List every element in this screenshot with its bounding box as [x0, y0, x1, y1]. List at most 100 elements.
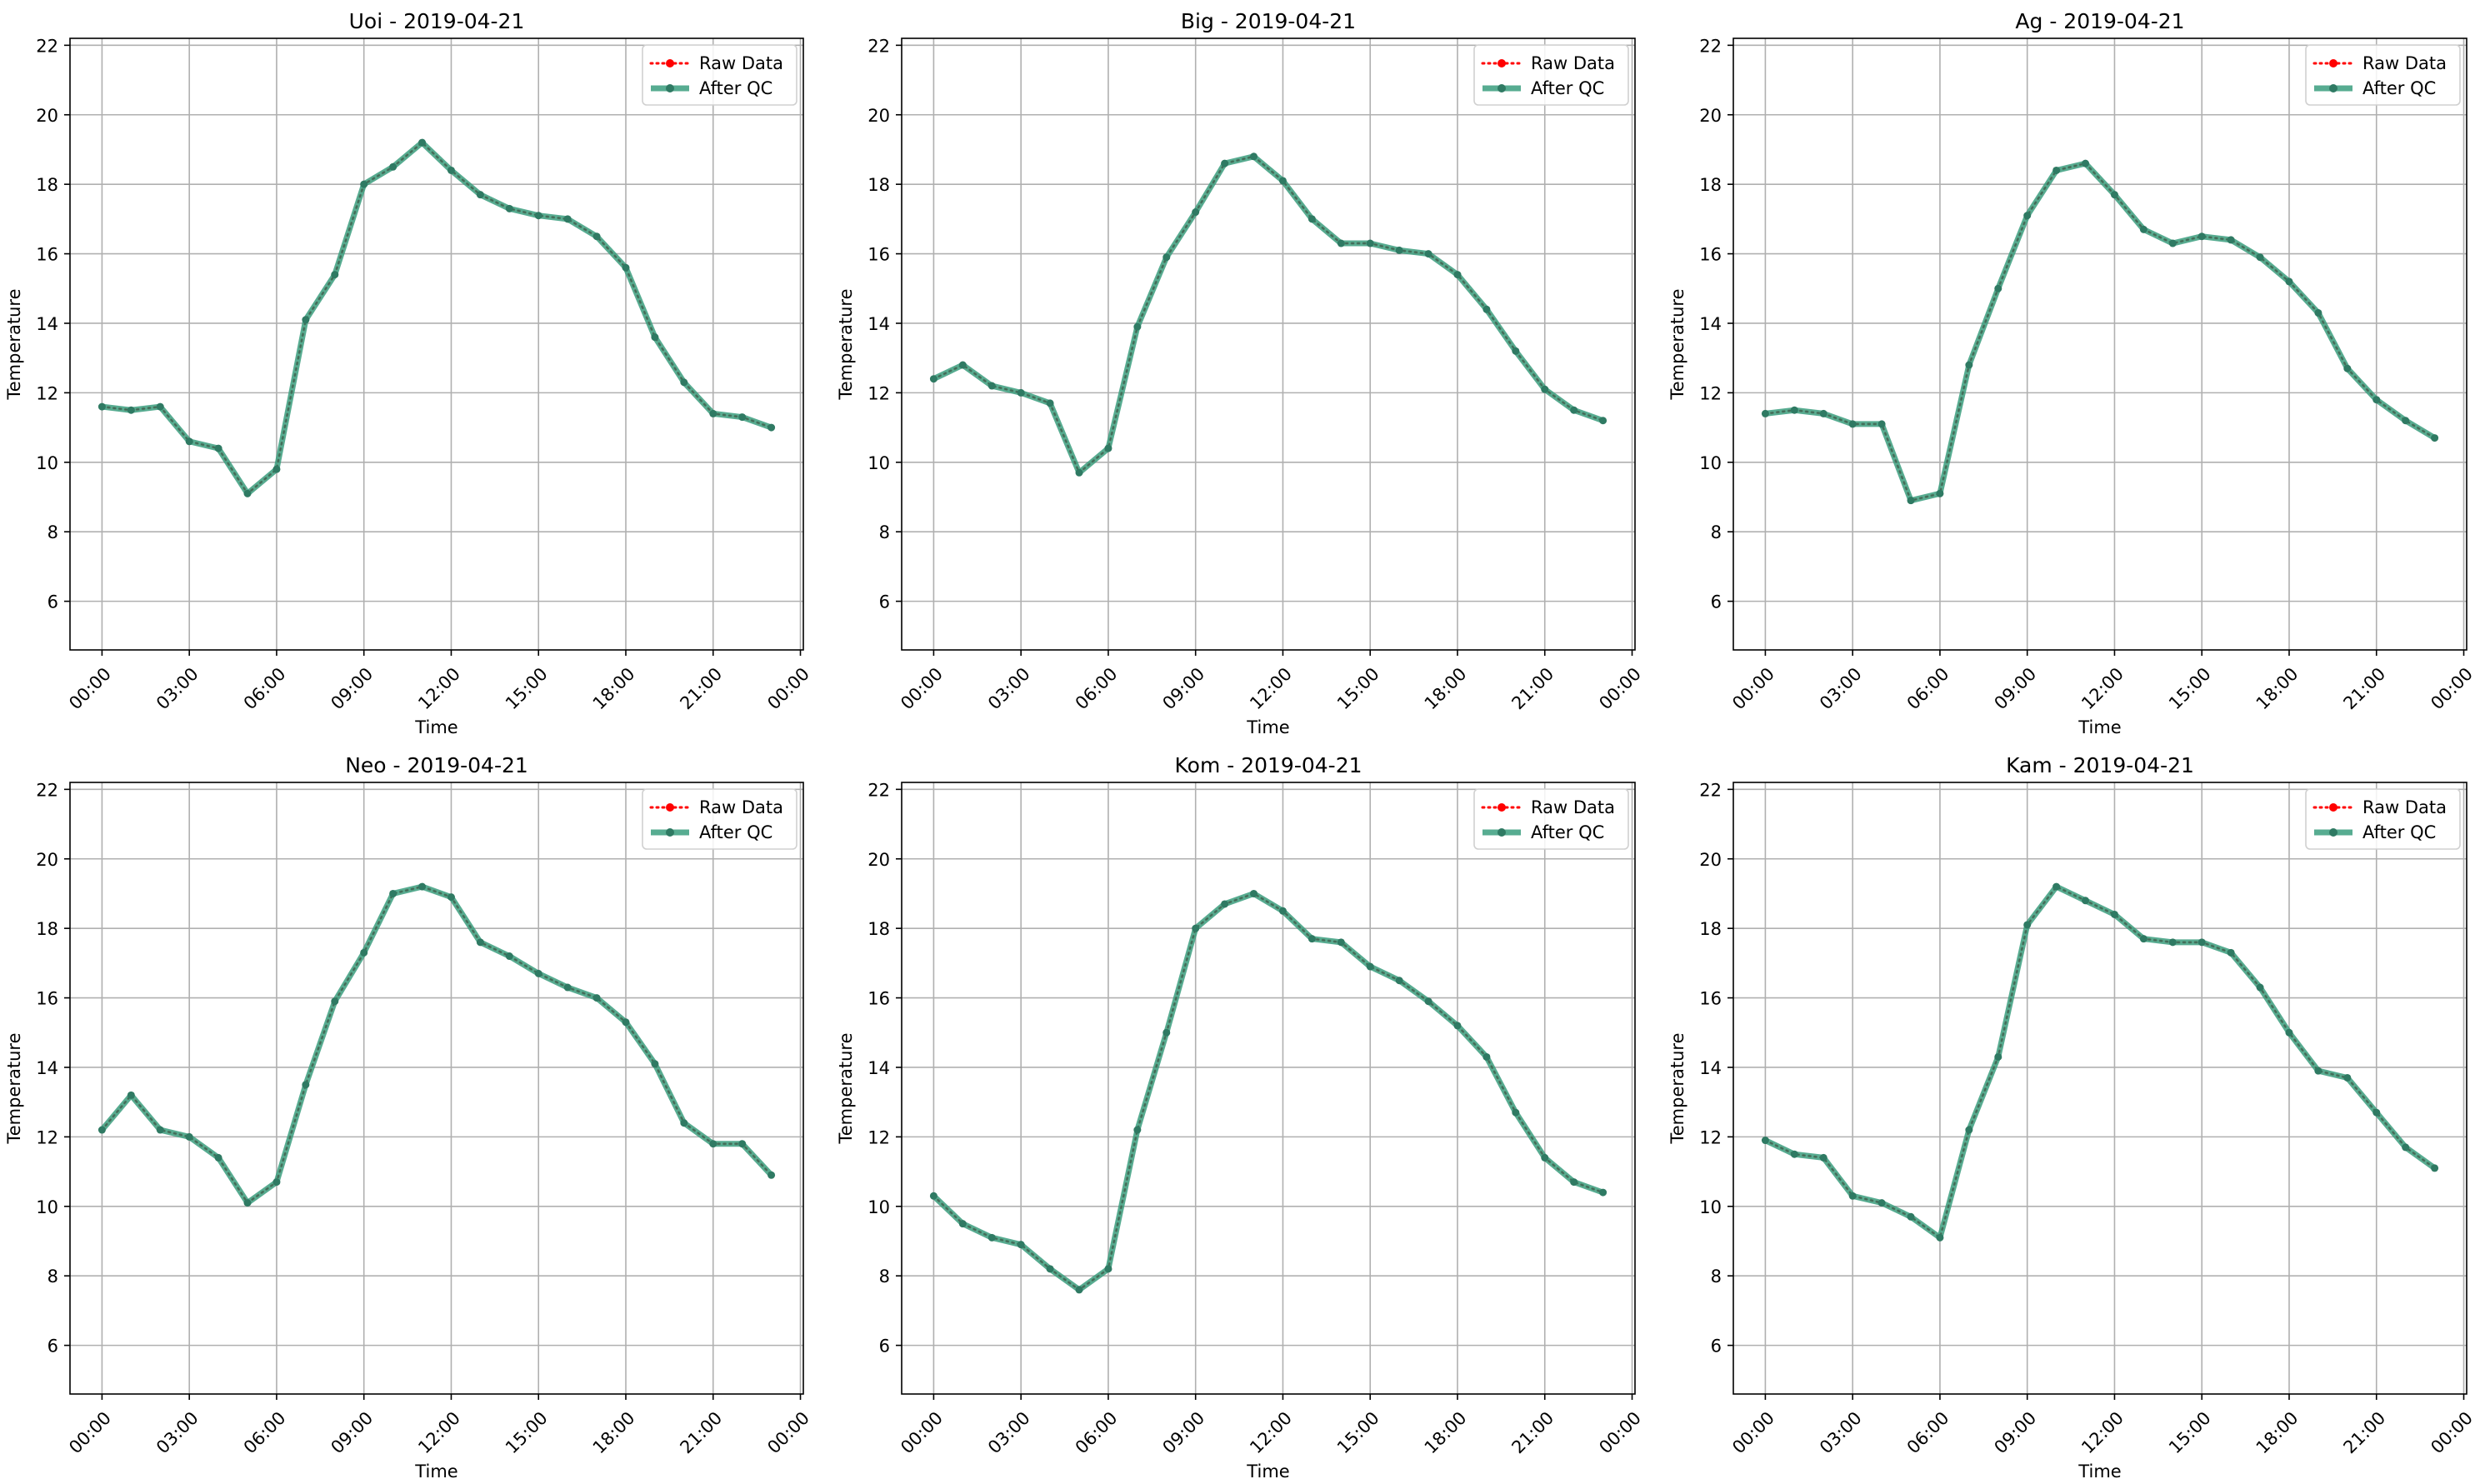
point-after-qc [929, 375, 938, 383]
legend-label-after-qc: After QC [2362, 78, 2436, 98]
y-tick-label: 6 [1711, 1337, 1722, 1357]
point-after-qc [360, 180, 368, 188]
point-after-qc [1512, 1108, 1520, 1117]
point-after-qc [709, 1140, 718, 1148]
series-line-after-qc [98, 883, 775, 1207]
point-after-qc [476, 191, 484, 199]
x-tick-label: 09:00 [1990, 1408, 2040, 1458]
y-tick-label: 6 [48, 1337, 58, 1357]
y-tick-label: 8 [48, 1267, 58, 1287]
x-tick-label: 18:00 [589, 1408, 639, 1458]
chart-title: Kam - 2019-04-21 [2006, 753, 2194, 777]
point-after-qc [331, 271, 339, 279]
x-tick-label: 15:00 [1333, 1408, 1383, 1458]
point-after-qc [1250, 152, 1258, 161]
y-tick-label: 8 [48, 522, 58, 542]
point-after-qc [680, 378, 688, 387]
point-after-qc [1192, 208, 1200, 217]
y-tick-label: 22 [1699, 36, 1722, 56]
y-tick-label: 20 [868, 106, 890, 126]
x-tick-label: 15:00 [502, 664, 552, 714]
point-after-qc [2372, 396, 2381, 404]
y-tick-label: 10 [868, 1197, 890, 1217]
point-after-qc [302, 1081, 310, 1089]
point-after-qc [1848, 420, 1857, 428]
point-after-qc [563, 983, 572, 992]
point-after-qc [1965, 1126, 1973, 1134]
point-after-qc [389, 162, 398, 171]
chart-panel: 6 8 10 12 14 16 18 20 22 00:00 03:00 06:00 09:00 12:0… [4, 753, 813, 1482]
y-axis-label: Temperature [836, 288, 856, 400]
legend-marker-raw-data [666, 803, 674, 812]
point-after-qc [214, 444, 222, 452]
legend-marker-raw-data [2329, 803, 2338, 812]
legend-marker-after-qc [666, 828, 674, 837]
x-tick-label: 12:00 [1246, 1408, 1296, 1458]
series-line-raw-data-overlay [932, 892, 1604, 1292]
point-after-qc [302, 316, 310, 324]
series-line-raw-data [932, 155, 1605, 475]
y-tick-label: 10 [1699, 1197, 1722, 1217]
point-after-qc [2110, 191, 2118, 199]
chart-title: Kom - 2019-04-21 [1175, 753, 1362, 777]
legend-marker-after-qc [2329, 84, 2338, 92]
x-axis-label: Time [2078, 1462, 2121, 1482]
x-tick-label: 09:00 [327, 664, 377, 714]
point-after-qc [447, 893, 455, 902]
point-after-qc [1541, 1153, 1549, 1162]
point-after-qc [651, 1060, 659, 1068]
x-tick-label: 00:00 [65, 664, 115, 714]
y-axis-label: Temperature [1668, 1032, 1688, 1144]
x-tick-label: 12:00 [1246, 664, 1296, 714]
series-line-raw-data-overlay [1764, 162, 2436, 502]
point-after-qc [2402, 417, 2410, 425]
point-after-qc [1819, 1153, 1828, 1162]
point-after-qc [1192, 924, 1200, 932]
chart-title: Big - 2019-04-21 [1181, 9, 1356, 33]
x-tick-label: 21:00 [2340, 1408, 2390, 1458]
x-tick-label: 03:00 [152, 664, 202, 714]
y-tick-label: 18 [1699, 919, 1722, 939]
y-tick-label: 14 [1699, 314, 1722, 334]
y-axis-label: Temperature [1668, 288, 1688, 400]
point-after-qc [1790, 406, 1798, 414]
series-line-raw-data-overlay [1764, 885, 2436, 1239]
point-after-qc [1819, 409, 1828, 417]
y-tick-label: 12 [1699, 1127, 1722, 1147]
series-line-raw-data-overlay [101, 141, 772, 495]
series-line-after-qc [1762, 160, 2438, 504]
x-axis-label: Time [1246, 717, 1289, 737]
point-after-qc [622, 263, 630, 272]
x-tick-label: 21:00 [677, 664, 727, 714]
point-after-qc [1366, 962, 1374, 971]
legend-label-after-qc: After QC [1531, 822, 1604, 842]
point-after-qc [1761, 409, 1769, 417]
series-line-raw-data [1763, 885, 2437, 1240]
point-after-qc [360, 948, 368, 957]
point-after-qc [418, 138, 427, 147]
point-after-qc [1395, 246, 1403, 254]
point-after-qc [272, 1178, 281, 1187]
point-after-qc [2168, 239, 2177, 247]
x-tick-label: 18:00 [1421, 1408, 1471, 1458]
point-after-qc [709, 409, 718, 417]
point-after-qc [1965, 361, 1973, 369]
y-tick-label: 16 [1699, 245, 1722, 265]
point-after-qc [1017, 388, 1025, 397]
point-after-qc [1162, 253, 1171, 262]
point-after-qc [98, 402, 106, 411]
x-tick-label: 09:00 [1990, 664, 2040, 714]
point-after-qc [1512, 347, 1520, 355]
y-tick-label: 10 [36, 1197, 58, 1217]
point-after-qc [1046, 1265, 1054, 1273]
x-tick-label: 03:00 [984, 1408, 1034, 1458]
x-tick-label: 21:00 [677, 1408, 727, 1458]
legend-label-after-qc: After QC [1531, 78, 1604, 98]
y-tick-label: 6 [48, 592, 58, 612]
y-tick-label: 20 [1699, 106, 1722, 126]
chart-panel: 6 8 10 12 14 16 18 20 22 00:00 03:00 06:00 09:00 12:0… [4, 9, 813, 737]
point-after-qc [592, 994, 601, 1002]
point-after-qc [958, 361, 967, 369]
x-tick-label: 06:00 [1072, 664, 1122, 714]
